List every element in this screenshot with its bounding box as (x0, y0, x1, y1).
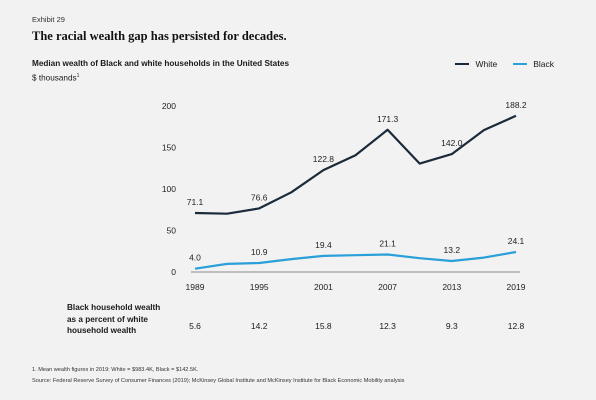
data-label-white: 71.1 (187, 197, 204, 207)
y-tick-label: 150 (162, 143, 176, 153)
data-label-black: 13.2 (444, 245, 461, 255)
data-label-white: 122.8 (313, 154, 335, 164)
data-label-black: 19.4 (315, 240, 332, 250)
exhibit-label: Exhibit 29 (32, 15, 65, 24)
chart-title: Median wealth of Black and white househo… (32, 59, 290, 68)
y-tick-label: 100 (162, 184, 176, 194)
source-note: Source: Federal Reserve Survey of Consum… (32, 378, 405, 384)
x-tick-label: 1995 (250, 282, 269, 292)
x-tick-label: 2007 (378, 282, 397, 292)
data-label-black: 21.1 (379, 238, 396, 248)
units-label: $ thousands1 (32, 73, 79, 83)
units-footnote-marker: 1 (76, 73, 80, 79)
percent-row-label: Black household wealth as a percent of w… (67, 303, 161, 335)
percent-value: 5.6 (189, 321, 201, 331)
percent-row: 5.6 14.2 15.8 12.3 9.3 12.8 (0, 321, 596, 333)
x-tick-label: 2013 (442, 282, 461, 292)
legend-label-black: Black (533, 59, 554, 69)
data-label-white: 171.3 (377, 114, 399, 124)
footnote: 1. Mean wealth figures in 2019: White = … (32, 367, 199, 373)
data-label-black: 4.0 (189, 253, 201, 263)
y-tick-label: 50 (167, 226, 177, 236)
series-line-white (194, 114, 517, 215)
percent-value: 12.3 (379, 321, 396, 331)
legend-swatch-white (455, 63, 470, 65)
data-label-white: 188.2 (505, 100, 527, 110)
x-tick-label: 1989 (186, 282, 205, 292)
legend-item-white: White (455, 59, 497, 69)
units-text: $ thousands (32, 73, 77, 83)
data-label-white: 142.0 (441, 138, 463, 148)
percent-value: 12.8 (507, 321, 525, 331)
y-tick-label: 0 (171, 267, 176, 277)
y-tick-label: 200 (162, 101, 176, 111)
legend-label-white: White (475, 59, 498, 69)
data-label-black: 10.9 (251, 247, 268, 257)
percent-value: 14.2 (250, 321, 268, 331)
data-label-white: 76.6 (251, 192, 268, 202)
legend-item-black: Black (513, 59, 554, 69)
headline: The racial wealth gap has persisted for … (32, 29, 287, 43)
data-label-black: 24.1 (508, 236, 525, 246)
x-tick-label: 2001 (314, 282, 333, 292)
series-line-black (194, 250, 517, 270)
percent-value: 15.8 (315, 321, 332, 331)
legend: White Black (439, 59, 554, 69)
percent-value: 9.3 (445, 321, 458, 331)
x-tick-label: 2019 (507, 282, 526, 292)
legend-swatch-black (513, 63, 528, 65)
